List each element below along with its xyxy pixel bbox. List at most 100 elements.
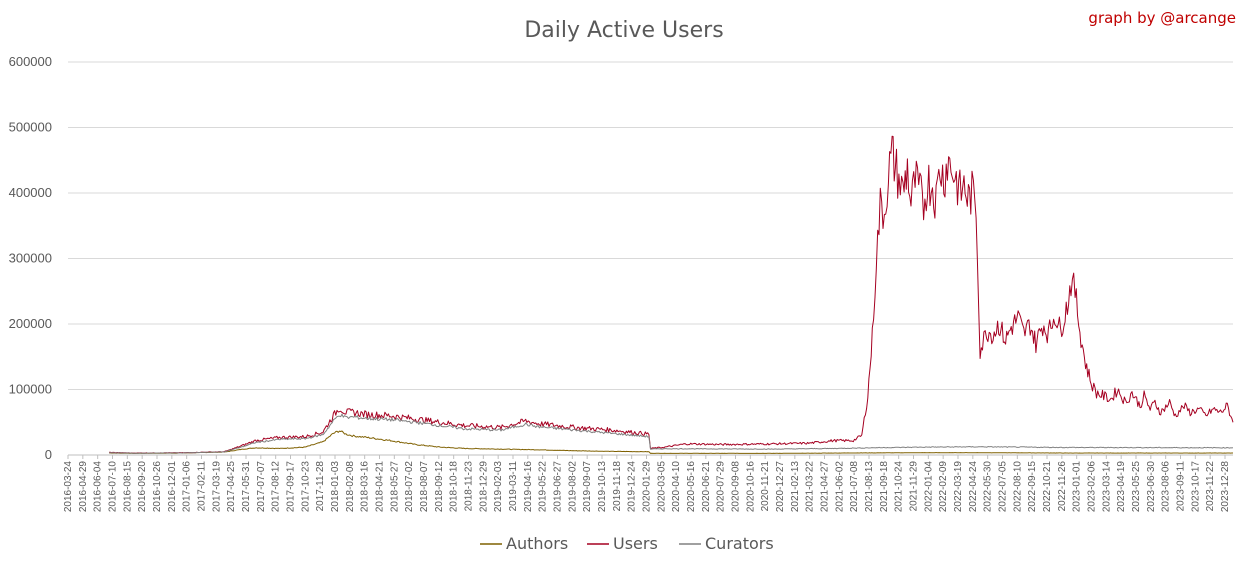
x-tick-label: 2023-05-25 <box>1131 461 1142 513</box>
chart-credit: graph by @arcange <box>1088 9 1236 27</box>
y-tick-label: 400000 <box>9 185 52 200</box>
x-tick-label: 2016-07-10 <box>108 461 119 513</box>
legend: Authors Users Curators <box>480 534 774 553</box>
x-tick-label: 2020-04-10 <box>671 461 682 513</box>
x-tick-label: 2022-05-30 <box>983 461 994 513</box>
x-tick-label: 2018-01-03 <box>330 461 341 513</box>
x-tick-label: 2022-08-10 <box>1012 461 1023 513</box>
x-tick-label: 2020-01-29 <box>642 461 653 513</box>
x-tick-label: 2016-06-04 <box>93 461 104 513</box>
x-tick-label: 2018-10-18 <box>449 461 460 513</box>
y-tick-label: 100000 <box>9 382 52 397</box>
series-line-users <box>109 135 1234 454</box>
x-tick-label: 2019-05-22 <box>538 461 549 513</box>
y-tick-label: 200000 <box>9 316 52 331</box>
x-tick-label: 2023-04-19 <box>1116 461 1127 513</box>
x-tick-label: 2016-04-29 <box>78 461 89 513</box>
x-tick-label: 2019-06-27 <box>553 461 564 513</box>
x-tick-label: 2019-09-07 <box>582 461 593 513</box>
x-tick-label: 2019-02-03 <box>493 461 504 513</box>
x-tick-label: 2022-02-09 <box>938 461 949 513</box>
x-tick-label: 2017-10-23 <box>300 461 311 513</box>
x-tick-label: 2017-03-19 <box>211 461 222 513</box>
x-tick-label: 2020-11-21 <box>760 461 771 512</box>
y-tick-label: 0 <box>45 447 52 462</box>
x-tick-label: 2021-06-02 <box>834 461 845 513</box>
series-line-authors <box>109 430 1233 454</box>
x-tick-label: 2021-04-27 <box>820 461 831 513</box>
x-tick-label: 2017-05-31 <box>241 461 252 513</box>
y-tick-label: 500000 <box>9 120 52 135</box>
x-tick-label: 2023-08-06 <box>1161 461 1172 513</box>
x-tick-label: 2016-09-20 <box>137 461 148 513</box>
chart-title: Daily Active Users <box>524 18 723 43</box>
x-tick-label: 2020-10-16 <box>745 461 756 513</box>
x-tick-label: 2022-03-19 <box>953 461 964 513</box>
x-tick-label: 2016-03-24 <box>63 461 74 513</box>
x-tick-label: 2022-07-05 <box>998 461 1009 513</box>
x-tick-label: 2021-02-13 <box>790 461 801 513</box>
y-tick-label: 300000 <box>9 251 52 266</box>
x-tick-label: 2020-12-27 <box>775 461 786 513</box>
x-tick-label: 2016-12-01 <box>167 461 178 513</box>
x-tick-label: 2018-12-29 <box>478 461 489 513</box>
x-tick-label: 2020-06-21 <box>701 461 712 513</box>
x-tick-label: 2022-11-26 <box>1057 461 1068 512</box>
x-tick-label: 2019-12-24 <box>627 461 638 513</box>
x-tick-label: 2020-09-08 <box>731 461 742 513</box>
x-tick-label: 2017-02-11 <box>197 461 208 512</box>
x-tick-label: 2018-02-08 <box>345 461 356 513</box>
x-tick-label: 2018-07-02 <box>404 461 415 513</box>
x-tick-label: 2021-07-08 <box>849 461 860 513</box>
x-tick-label: 2017-07-07 <box>256 461 267 513</box>
x-tick-label: 2017-01-06 <box>182 461 193 513</box>
legend-label-users: Users <box>613 534 658 553</box>
x-tick-label: 2023-12-28 <box>1220 461 1231 513</box>
x-tick-label: 2021-08-13 <box>864 461 875 513</box>
x-tick-label: 2023-11-22 <box>1205 461 1216 512</box>
series-lines <box>109 135 1234 454</box>
series-line-curators <box>109 413 1234 454</box>
x-tick-label: 2020-03-05 <box>656 461 667 513</box>
x-tick-label: 2023-03-14 <box>1101 461 1112 513</box>
x-tick-label: 2019-11-18 <box>612 461 623 512</box>
x-tick-label: 2018-04-21 <box>375 461 386 513</box>
x-tick-label: 2023-01-01 <box>1072 461 1083 513</box>
x-axis-ticks: 2016-03-24 2016-04-29 2016-06-04 2016-07-10… <box>63 455 1231 512</box>
x-tick-label: 2018-03-16 <box>360 461 371 513</box>
x-tick-label: 2017-09-17 <box>286 461 297 513</box>
x-tick-label: 2018-11-23 <box>464 461 475 512</box>
x-tick-label: 2018-05-27 <box>389 461 400 513</box>
x-tick-label: 2020-05-16 <box>686 461 697 513</box>
legend-label-curators: Curators <box>705 534 774 553</box>
x-tick-label: 2022-04-24 <box>968 461 979 513</box>
y-tick-label: 600000 <box>9 54 52 69</box>
x-tick-label: 2023-09-11 <box>1176 461 1187 512</box>
grid <box>68 61 1233 456</box>
x-tick-label: 2021-09-18 <box>879 461 890 513</box>
x-tick-label: 2021-10-24 <box>894 461 905 513</box>
x-tick-label: 2019-04-16 <box>523 461 534 513</box>
x-tick-label: 2022-10-21 <box>1042 461 1053 513</box>
legend-label-authors: Authors <box>506 534 568 553</box>
x-tick-label: 2018-09-12 <box>434 461 445 513</box>
x-tick-label: 2021-11-29 <box>909 461 920 512</box>
x-tick-label: 2023-10-17 <box>1190 461 1201 513</box>
x-tick-label: 2021-03-22 <box>805 461 816 513</box>
x-tick-label: 2022-01-04 <box>923 461 934 513</box>
y-axis-ticks: 0 100000 200000 300000 400000 500000 600000 <box>9 54 52 462</box>
x-tick-label: 2023-06-30 <box>1146 461 1157 513</box>
x-tick-label: 2022-09-15 <box>1027 461 1038 513</box>
x-tick-label: 2018-08-07 <box>419 461 430 513</box>
x-tick-label: 2017-11-28 <box>315 461 326 512</box>
x-tick-label: 2023-02-06 <box>1087 461 1098 513</box>
x-tick-label: 2020-07-29 <box>716 461 727 513</box>
x-tick-label: 2017-08-12 <box>271 461 282 513</box>
x-tick-label: 2019-03-11 <box>508 461 519 512</box>
x-tick-label: 2019-08-02 <box>567 461 578 513</box>
x-tick-label: 2019-10-13 <box>597 461 608 513</box>
x-tick-label: 2017-04-25 <box>226 461 237 513</box>
x-tick-label: 2016-10-26 <box>152 461 163 513</box>
x-tick-label: 2016-08-15 <box>122 461 133 513</box>
